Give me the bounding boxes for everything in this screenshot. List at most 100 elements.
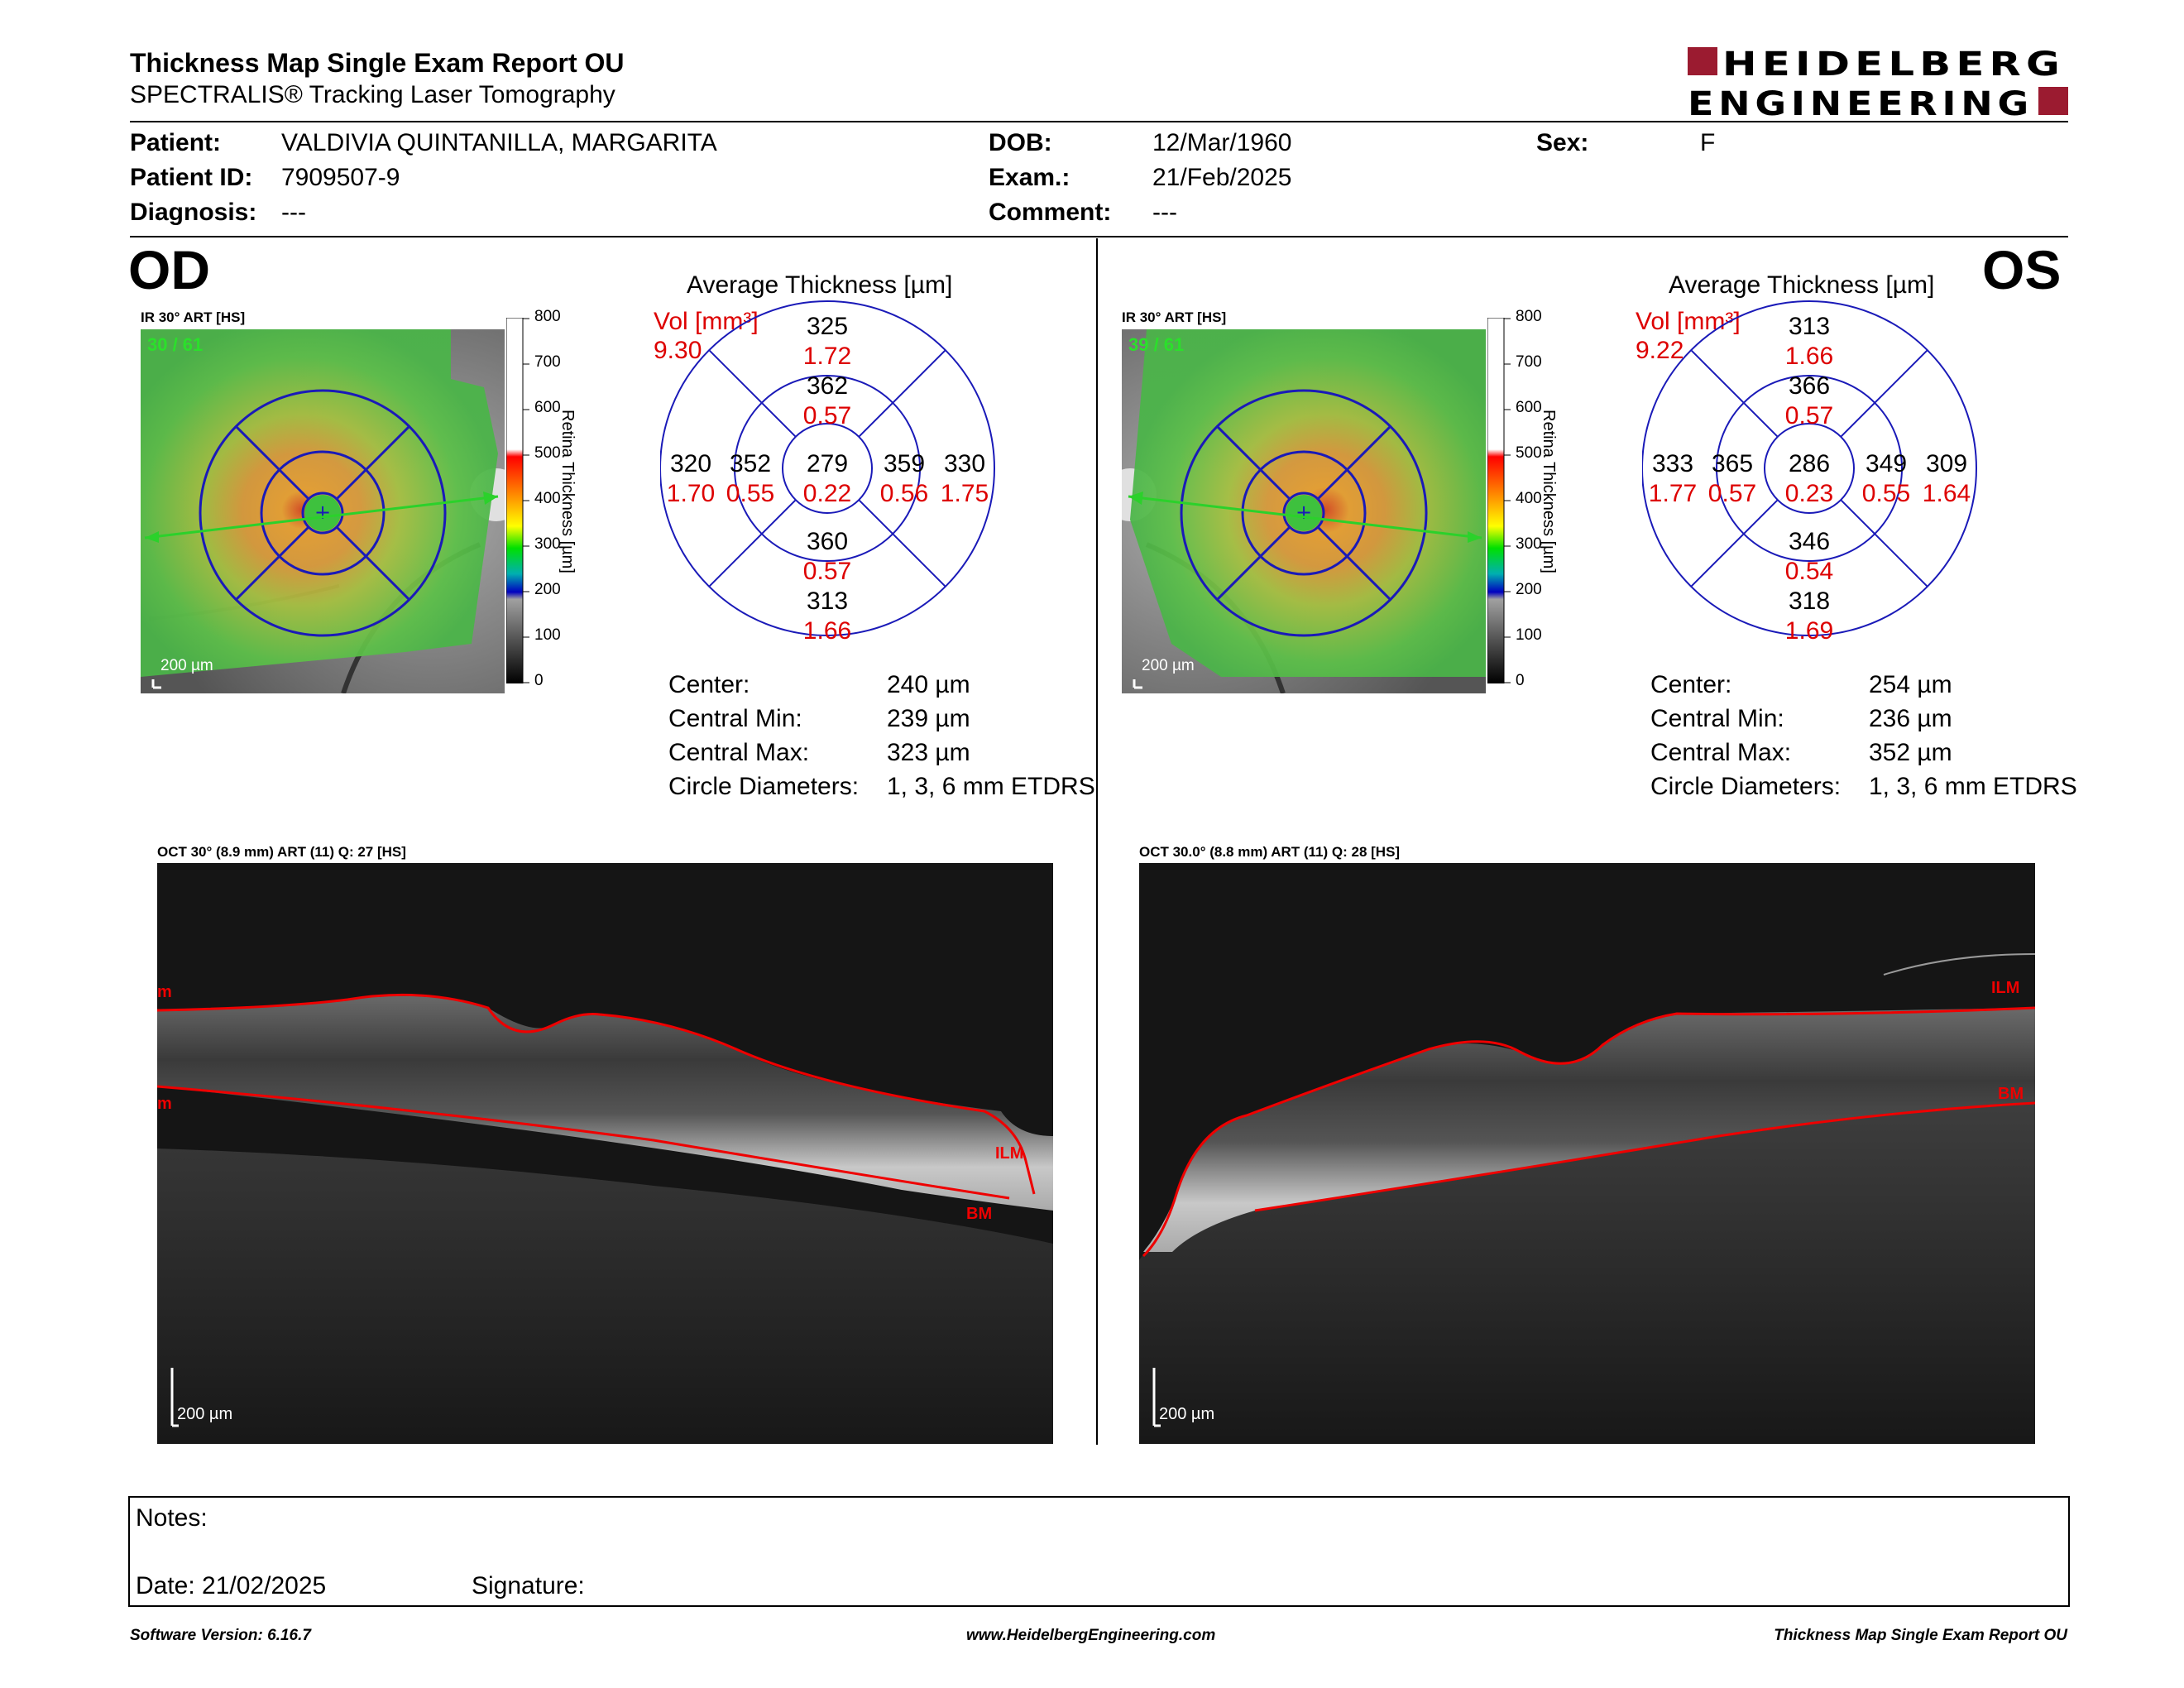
os-colorbar-tick: 400: [1516, 490, 1542, 507]
od-fundus-map[interactable]: + 30 / 61 200 µm: [141, 329, 505, 693]
patient-name: VALDIVIA QUINTANILLA, MARGARITA: [281, 129, 717, 156]
os-outer-bottom-thickness: 318: [1788, 587, 1831, 615]
od-central-min-label: Central Min:: [668, 705, 802, 732]
od-central-max-label: Central Max:: [668, 739, 810, 766]
od-vol-total: 9.30: [654, 337, 702, 364]
notes-label: Notes:: [136, 1504, 208, 1532]
os-central-max-label: Central Max:: [1650, 739, 1792, 766]
od-central-min-value: 239 µm: [887, 705, 970, 732]
footer-website[interactable]: www.HeidelbergEngineering.com: [966, 1627, 1216, 1644]
os-vol-total: 9.22: [1636, 337, 1684, 364]
od-inner-left-thickness: 352: [729, 450, 772, 477]
os-fundus-map[interactable]: + 39 / 61 200 µm: [1122, 329, 1486, 693]
os-oct-graphic: [1139, 953, 2035, 1444]
diagnosis-label: Diagnosis:: [130, 199, 257, 226]
os-inner-top-thickness: 366: [1788, 372, 1831, 400]
sex-label: Sex:: [1536, 129, 1589, 156]
header-divider: [130, 121, 2068, 122]
od-colorbar: [505, 317, 531, 684]
dob-label: DOB:: [989, 129, 1052, 156]
os-colorbar-tick: 700: [1516, 353, 1542, 371]
logo-line1: HEIDELBERG: [1722, 46, 2065, 84]
od-layer-cut-label-bottom: m: [157, 1095, 172, 1113]
od-eye-label: OD: [128, 239, 210, 300]
logo-line2: ENGINEERING: [1688, 85, 2033, 117]
os-center-thickness: 286: [1788, 450, 1831, 477]
patient-id: 7909507-9: [281, 164, 400, 191]
od-inner-left-volume: 0.55: [726, 480, 775, 507]
od-frame-count: 30 / 61: [147, 334, 204, 355]
od-colorbar-tick: 800: [534, 308, 561, 325]
notes-box[interactable]: [128, 1496, 2070, 1607]
os-inner-left-volume: 0.57: [1707, 480, 1757, 507]
os-oct-scan[interactable]: ILM BM 200 µm: [1139, 863, 2035, 1444]
os-colorbar-tick: 600: [1516, 399, 1542, 416]
os-central-max-value: 352 µm: [1869, 739, 1952, 766]
svg-text:+: +: [314, 501, 331, 524]
comment: ---: [1152, 199, 1177, 226]
os-inner-left-thickness: 365: [1711, 450, 1754, 477]
os-colorbar-tick: 100: [1516, 626, 1542, 644]
os-colorbar-tick: 0: [1516, 672, 1525, 689]
patient-divider: [130, 236, 2068, 237]
od-colorbar-tick: 600: [534, 399, 561, 416]
od-inner-top-volume: 0.57: [802, 402, 852, 429]
os-outer-top-thickness: 313: [1788, 313, 1831, 340]
od-oct-label: OCT 30° (8.9 mm) ART (11) Q: 27 [HS]: [157, 844, 406, 860]
os-central-min-value: 236 µm: [1869, 705, 1952, 732]
od-colorbar-tick: 0: [534, 672, 544, 689]
footer-report-name: Thickness Map Single Exam Report OU: [1774, 1627, 2067, 1644]
od-outer-top-volume: 1.72: [802, 343, 852, 370]
od-inner-bottom-thickness: 360: [806, 528, 849, 555]
patient-label: Patient:: [130, 129, 222, 156]
od-outer-right-thickness: 330: [943, 450, 986, 477]
od-ir-label: IR 30° ART [HS]: [141, 309, 246, 325]
os-outer-right-volume: 1.64: [1922, 480, 1971, 507]
od-inner-top-thickness: 362: [806, 372, 849, 400]
od-center-label: Center:: [668, 671, 750, 698]
report-title: Thickness Map Single Exam Report OU: [130, 48, 625, 78]
od-outer-right-volume: 1.75: [940, 480, 989, 507]
od-colorbar-tick: 300: [534, 535, 561, 553]
od-circle-diam-label: Circle Diameters:: [668, 773, 860, 800]
od-colorbar-tick: 200: [534, 581, 561, 598]
od-outer-bottom-volume: 1.66: [802, 617, 852, 645]
od-scale-bar: 200 µm: [160, 657, 213, 674]
os-circle-diam-label: Circle Diameters:: [1650, 773, 1842, 800]
od-layer-cut-label-top: m: [157, 983, 172, 1001]
od-inner-right-volume: 0.56: [879, 480, 929, 507]
od-oct-graphic: [157, 993, 1053, 1444]
diagnosis: ---: [281, 199, 306, 226]
os-inner-bottom-volume: 0.54: [1784, 558, 1834, 585]
os-inner-right-thickness: 349: [1865, 450, 1908, 477]
od-outer-bottom-thickness: 313: [806, 587, 849, 615]
od-inner-bottom-volume: 0.57: [802, 558, 852, 585]
logo-graphic: HEIDELBERG ENGINEERING: [1688, 46, 2068, 123]
od-etdrs-grid: [659, 298, 998, 650]
os-bm-label: BM: [1998, 1085, 2024, 1103]
os-eye-label: OS: [1982, 239, 2062, 300]
os-avg-title: Average Thickness [µm]: [1669, 271, 1935, 299]
od-outer-top-thickness: 325: [806, 313, 849, 340]
os-colorbar-title: Retina Thickness [µm]: [1540, 410, 1558, 573]
os-outer-left-thickness: 333: [1651, 450, 1694, 477]
notes-date: Date: 21/02/2025: [136, 1572, 327, 1599]
od-colorbar-tick: 100: [534, 626, 561, 644]
od-outer-left-thickness: 320: [669, 450, 712, 477]
os-colorbar-tick: 200: [1516, 581, 1542, 598]
od-colorbar-tick: 400: [534, 490, 561, 507]
od-oct-scan[interactable]: m m ILM BM 200 µm: [157, 863, 1053, 1444]
footer-software-version: Software Version: 6.16.7: [130, 1627, 311, 1644]
os-colorbar-tick: 800: [1516, 308, 1542, 325]
od-vol-label: Vol [mm³]: [654, 308, 759, 335]
od-colorbar-tick: 700: [534, 353, 561, 371]
od-colorbar-tick: 500: [534, 444, 561, 462]
os-inner-right-volume: 0.55: [1861, 480, 1911, 507]
od-ilm-label: ILM: [995, 1144, 1024, 1163]
eye-divider: [1096, 238, 1098, 1445]
report-subtitle: SPECTRALIS® Tracking Laser Tomography: [130, 81, 615, 108]
os-inner-bottom-thickness: 346: [1788, 528, 1831, 555]
os-oct-scale-bar: 200 µm: [1159, 1405, 1215, 1423]
od-central-max-value: 323 µm: [887, 739, 970, 766]
os-inner-top-volume: 0.57: [1784, 402, 1834, 429]
